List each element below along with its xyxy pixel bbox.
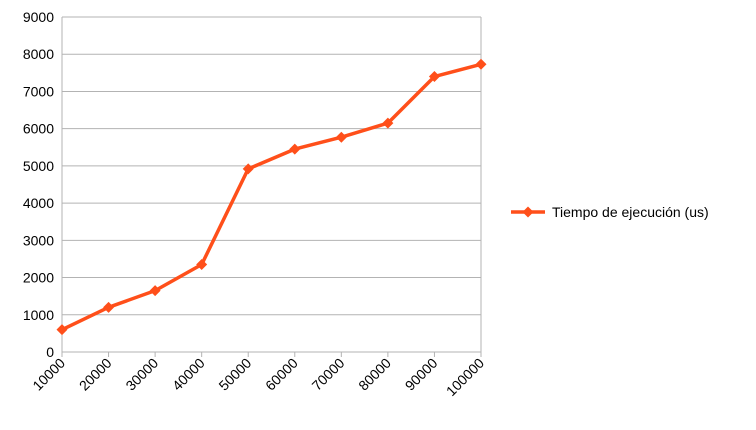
x-tick-label-100000: 100000 <box>443 355 487 399</box>
legend-diamond-marker <box>522 206 534 218</box>
y-tick-label-0: 0 <box>46 344 54 360</box>
x-tick-label-70000: 70000 <box>309 355 348 394</box>
x-tick-label-30000: 30000 <box>122 355 161 394</box>
series-markers <box>56 58 487 336</box>
legend: Tiempo de ejecución (us) <box>511 204 709 220</box>
data-point-50000 <box>242 163 254 175</box>
data-point-30000 <box>149 285 161 297</box>
y-tick-label-3000: 3000 <box>23 232 54 248</box>
y-tick-label-8000: 8000 <box>23 46 54 62</box>
y-tick-label-4000: 4000 <box>23 195 54 211</box>
data-point-20000 <box>103 301 115 313</box>
axes <box>61 17 482 357</box>
y-tick-labels: 0 1000 2000 3000 4000 5000 6000 7000 8000 9000 <box>23 9 54 360</box>
data-point-10000 <box>56 324 68 336</box>
gridlines <box>62 16 481 316</box>
x-tick-labels: 10000 20000 30000 40000 50000 60000 70000 80000… <box>29 355 487 399</box>
y-tick-label-5000: 5000 <box>23 158 54 174</box>
x-tick-label-10000: 10000 <box>29 355 68 394</box>
data-point-80000 <box>382 117 394 129</box>
data-point-40000 <box>196 259 208 271</box>
data-point-100000 <box>475 58 487 70</box>
x-tick-label-60000: 60000 <box>262 355 301 394</box>
y-tick-label-2000: 2000 <box>23 270 54 286</box>
y-tick-label-7000: 7000 <box>23 83 54 99</box>
y-tick-label-6000: 6000 <box>23 121 54 137</box>
data-point-90000 <box>428 71 440 83</box>
x-tick-label-20000: 20000 <box>76 355 115 394</box>
y-tick-label-1000: 1000 <box>23 307 54 323</box>
series-line <box>60 62 483 332</box>
x-tick-label-80000: 80000 <box>355 355 394 394</box>
data-point-70000 <box>335 131 347 143</box>
y-tick-label-9000: 9000 <box>23 9 54 25</box>
data-point-60000 <box>289 143 301 155</box>
x-tick-label-50000: 50000 <box>215 355 254 394</box>
legend-label: Tiempo de ejecución (us) <box>552 204 709 220</box>
series-lines <box>60 62 483 332</box>
x-tick-label-90000: 90000 <box>402 355 441 394</box>
x-tick-label-40000: 40000 <box>169 355 208 394</box>
